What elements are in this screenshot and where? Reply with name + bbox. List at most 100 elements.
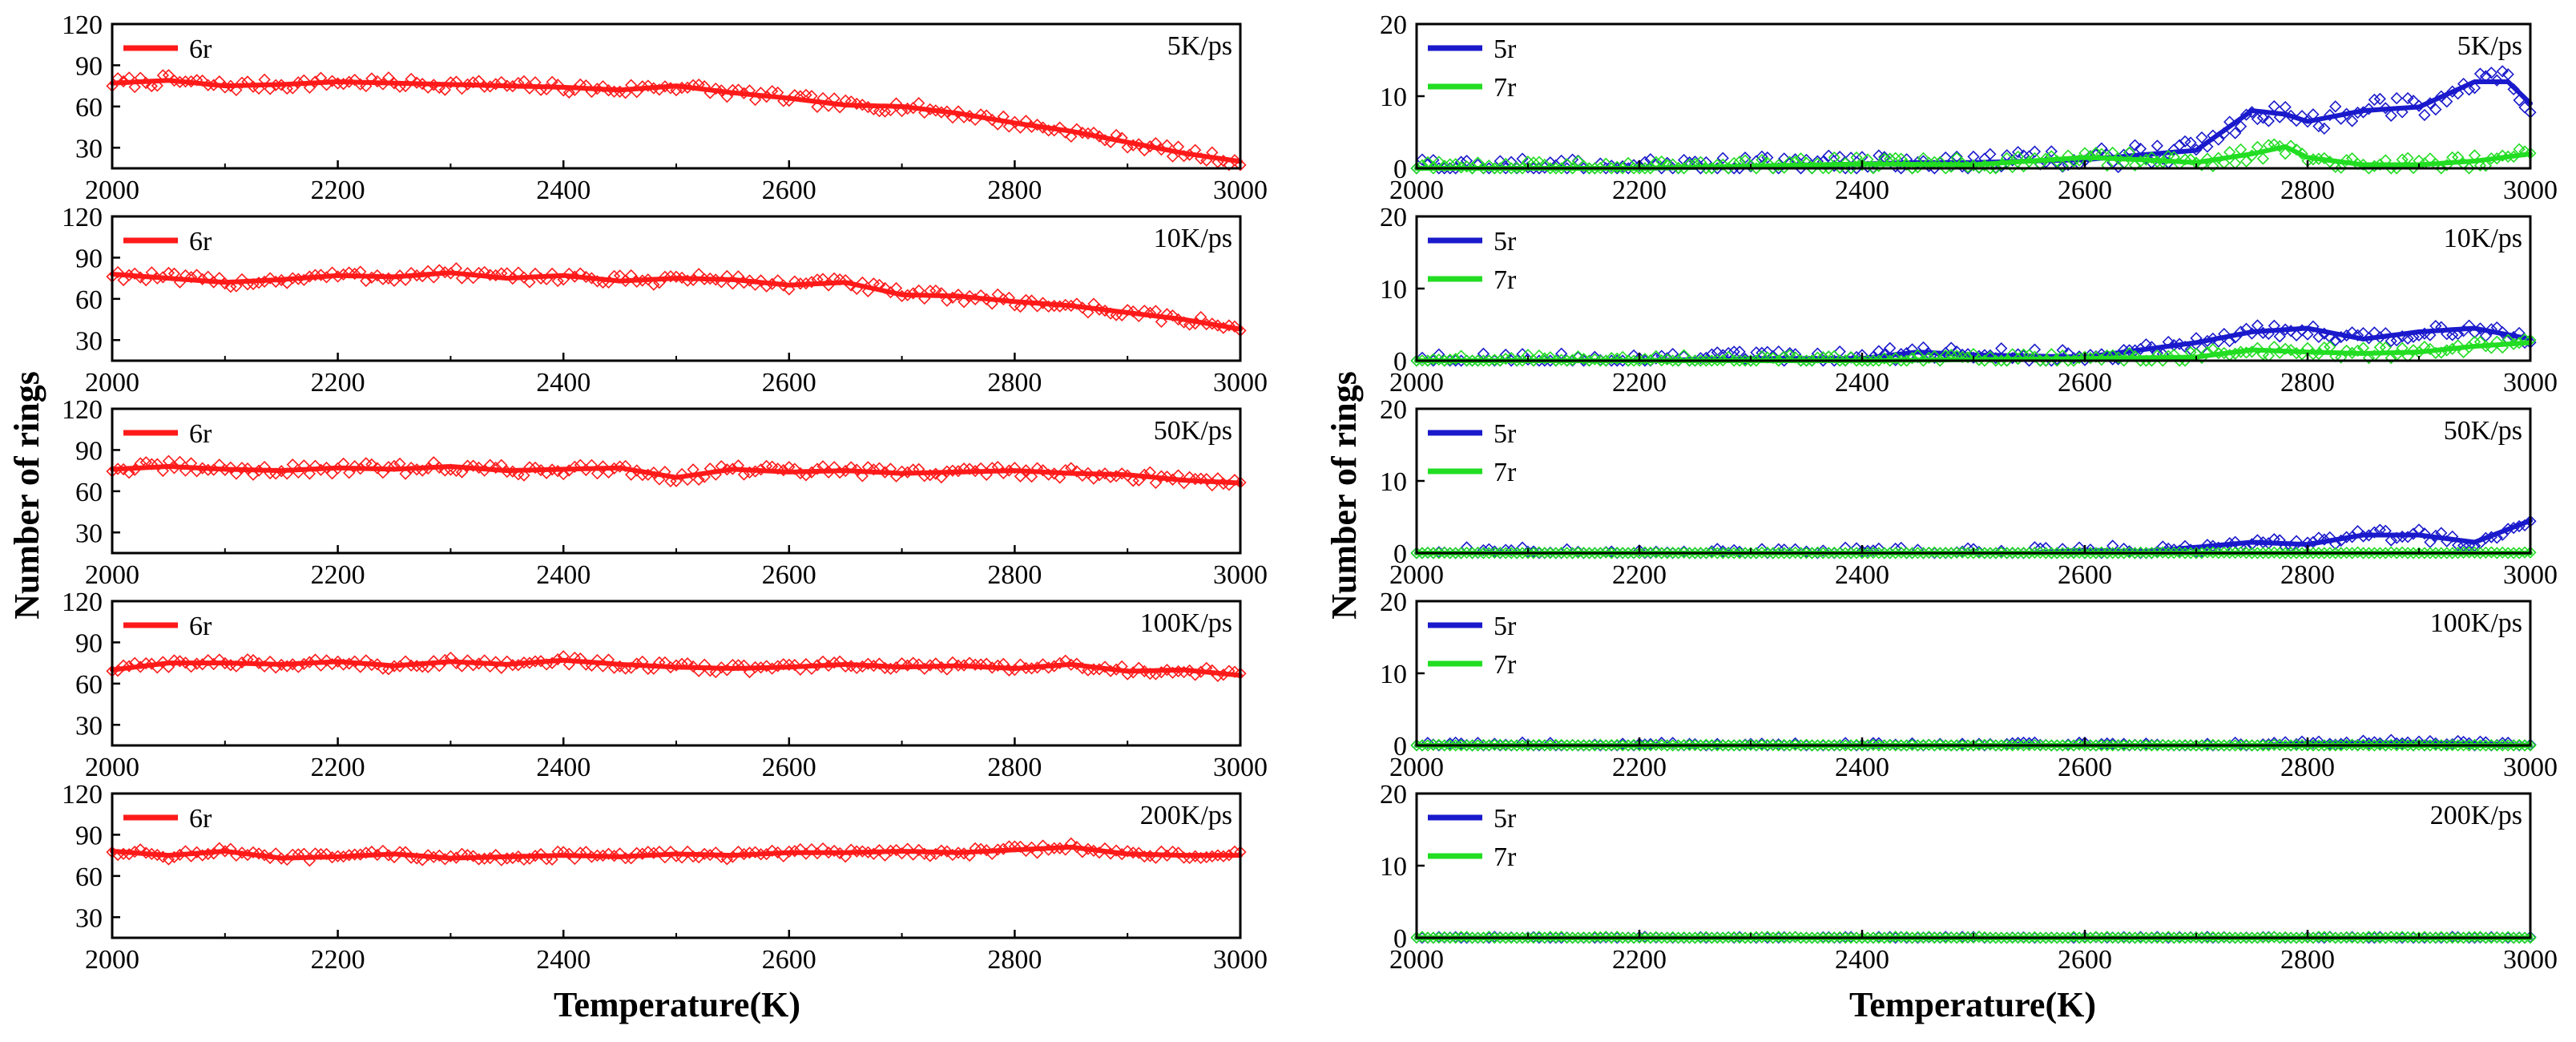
data-point-6r <box>1166 150 1179 163</box>
data-point-6r <box>850 845 863 858</box>
y-tick-label: 20 <box>1380 395 1407 425</box>
x-tick-label: 2400 <box>536 945 591 975</box>
data-point-7r <box>1867 162 1880 175</box>
y-tick-label: 30 <box>75 134 103 164</box>
data-point-6r <box>472 266 486 280</box>
data-point-7r <box>2090 350 2102 363</box>
data-point-6r <box>647 846 660 859</box>
plot-frame <box>111 600 1242 747</box>
data-point-7r <box>1444 353 1457 366</box>
data-point-6r <box>783 283 796 296</box>
x-tick-label: 2200 <box>1612 560 1667 590</box>
data-point-7r <box>1956 350 1969 364</box>
legend-label-7r: 7r <box>1494 650 1517 680</box>
data-point-6r <box>303 467 316 480</box>
data-point-6r <box>303 81 316 95</box>
data-point-6r <box>523 276 536 289</box>
data-point-7r <box>1438 160 1451 172</box>
data-point-7r <box>2340 154 2353 167</box>
data-point-6r <box>303 270 316 283</box>
data-point-5r <box>2268 99 2280 113</box>
x-tick-label: 2200 <box>311 945 365 975</box>
x-tick-label: 3000 <box>1213 176 1268 205</box>
chart-panel-l3: 2000 2200 2400 2600 2800 3000 30 60 90 120 50K/ps 6… <box>62 395 1268 590</box>
x-tick-label: 2600 <box>762 753 816 782</box>
x-tick-label: 3000 <box>1213 560 1268 590</box>
data-point-6r <box>343 466 356 479</box>
data-point-7r <box>2479 160 2493 172</box>
data-point-6r <box>472 461 486 475</box>
data-point-5r <box>1739 151 1752 164</box>
data-point-6r <box>490 269 502 282</box>
x-tick-label: 2200 <box>311 176 365 205</box>
data-point-5r <box>2195 131 2208 144</box>
cooling-rate-label: 100K/ps <box>2430 608 2522 638</box>
data-point-6r <box>236 656 248 669</box>
x-tick-label: 2000 <box>1389 368 1444 398</box>
y-tick-label: 120 <box>62 780 103 810</box>
data-point-5r <box>2418 527 2431 540</box>
data-point-7r <box>2435 162 2448 175</box>
x-axis-title-left: Temperature(K) <box>554 985 800 1024</box>
data-point-6r <box>128 846 141 858</box>
y-tick-label: 90 <box>75 244 103 273</box>
data-point-5r <box>2256 111 2270 124</box>
data-point-6r <box>743 846 756 859</box>
legend-label-7r: 7r <box>1494 458 1517 487</box>
data-point-6r <box>444 76 458 89</box>
data-point-6r <box>709 846 722 859</box>
data-point-6r <box>692 473 705 486</box>
data-point-6r <box>151 79 163 92</box>
trend-line-6r <box>110 844 1243 861</box>
data-point-5r <box>2368 93 2381 107</box>
y-tick-label: 90 <box>75 821 103 850</box>
data-point-5r <box>2234 325 2247 338</box>
data-point-5r <box>2324 108 2336 122</box>
y-tick-label: 20 <box>1380 780 1407 810</box>
series-markers-6r <box>106 262 1247 337</box>
y-tick-label: 60 <box>75 93 103 123</box>
data-point-6r <box>670 659 683 672</box>
data-point-7r <box>2084 150 2097 164</box>
data-point-6r <box>591 467 604 480</box>
data-point-6r <box>371 75 384 88</box>
data-point-7r <box>1505 351 1518 365</box>
data-point-7r <box>1984 350 1997 363</box>
data-point-6r <box>145 657 158 670</box>
data-point-5r <box>2452 328 2465 341</box>
data-point-6r <box>856 470 869 483</box>
legend-label-5r: 5r <box>1494 419 1517 449</box>
x-tick-label: 2000 <box>85 368 139 398</box>
data-point-6r <box>1143 306 1156 319</box>
data-point-5r <box>2128 139 2142 151</box>
y-tick-label: 30 <box>75 711 103 741</box>
data-point-7r <box>2284 344 2297 357</box>
data-point-7r <box>2145 151 2159 164</box>
data-point-7r <box>2362 931 2376 943</box>
data-point-6r <box>1189 472 1202 486</box>
data-point-7r <box>2006 160 2019 174</box>
y-tick-label: 90 <box>75 51 103 81</box>
data-point-6r <box>754 274 768 287</box>
y-tick-label: 10 <box>1380 467 1407 497</box>
x-tick-label: 2600 <box>2058 753 2112 782</box>
data-point-5r <box>1867 544 1880 557</box>
data-point-6r <box>349 267 361 281</box>
data-point-6r <box>349 73 361 87</box>
data-point-5r <box>1633 160 1646 172</box>
data-point-6r <box>596 460 610 473</box>
data-point-6r <box>913 658 925 671</box>
x-tick-label: 2800 <box>987 753 1042 782</box>
data-point-6r <box>1195 472 1207 485</box>
data-point-6r <box>619 459 632 473</box>
x-tick-label: 2200 <box>1612 753 1667 782</box>
data-point-7r <box>2335 161 2348 174</box>
data-point-6r <box>1082 306 1094 319</box>
data-point-6r <box>1036 658 1050 671</box>
data-point-7r <box>2473 159 2487 172</box>
data-point-5r <box>2273 330 2286 343</box>
data-point-7r <box>1611 352 1623 365</box>
legend-label-7r: 7r <box>1494 842 1517 872</box>
data-point-7r <box>1538 352 1551 365</box>
x-tick-label: 2400 <box>1835 945 1889 975</box>
